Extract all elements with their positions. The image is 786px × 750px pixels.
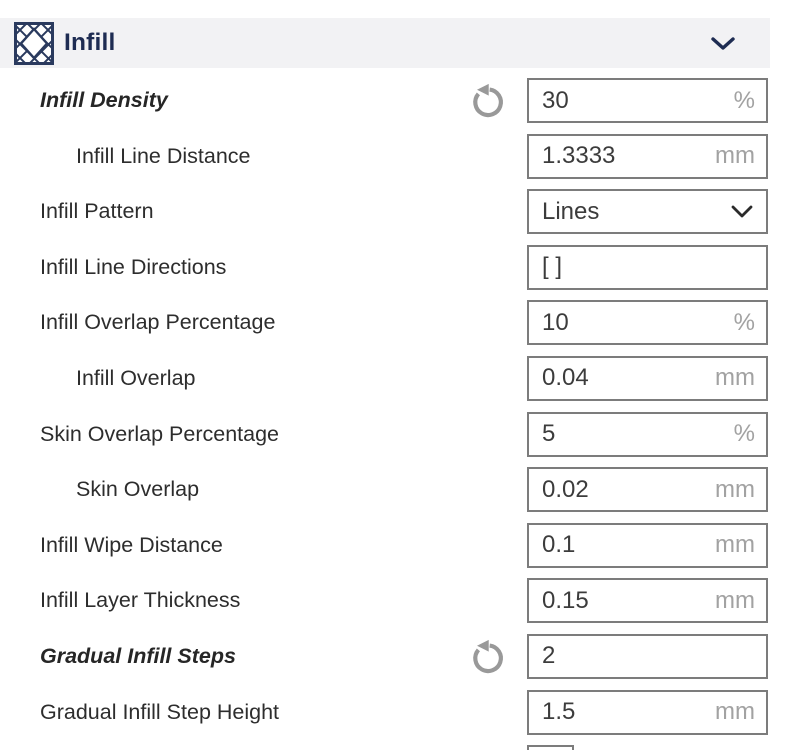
infill-overlap-input[interactable] bbox=[529, 357, 716, 399]
value-field: mm bbox=[527, 467, 768, 513]
setting-label: Infill Density bbox=[40, 88, 168, 112]
infill-line-directions-input[interactable] bbox=[529, 246, 766, 288]
next-setting-checkbox-partial[interactable] bbox=[527, 745, 574, 750]
value-field bbox=[527, 633, 768, 679]
setting-label: Gradual Infill Step Height bbox=[40, 699, 280, 724]
setting-label: Infill Overlap bbox=[76, 365, 196, 390]
setting-label: Infill Line Directions bbox=[40, 254, 227, 279]
section-title: Infill bbox=[64, 29, 116, 56]
setting-label: Infill Wipe Distance bbox=[40, 532, 223, 557]
setting-row-infill-density: Infill Density % bbox=[0, 78, 786, 123]
value-field: mm bbox=[527, 689, 768, 735]
setting-label: Infill Pattern bbox=[40, 199, 154, 224]
setting-row-infill-overlap-percentage: Infill Overlap Percentage % bbox=[0, 300, 786, 346]
skin-overlap-percentage-input[interactable] bbox=[529, 413, 734, 455]
infill-wipe-distance-input[interactable] bbox=[529, 524, 716, 566]
infill-pattern-icon bbox=[14, 21, 54, 65]
dropdown-selected-value: Lines bbox=[542, 197, 600, 225]
setting-row-infill-wipe-distance: Infill Wipe Distance mm bbox=[0, 522, 786, 568]
setting-row-skin-overlap: Skin Overlap mm bbox=[0, 467, 786, 513]
unit-label: % bbox=[733, 86, 755, 114]
infill-overlap-percentage-input[interactable] bbox=[529, 302, 734, 344]
setting-row-infill-line-directions: Infill Line Directions bbox=[0, 244, 786, 290]
revert-icon[interactable] bbox=[469, 638, 506, 675]
setting-label: Infill Line Distance bbox=[76, 143, 251, 168]
infill-pattern-dropdown[interactable]: Lines bbox=[527, 189, 768, 235]
infill-section-header[interactable]: Infill bbox=[0, 18, 770, 68]
setting-row-gradual-infill-step-height: Gradual Infill Step Height mm bbox=[0, 689, 786, 735]
setting-label: Gradual Infill Steps bbox=[40, 643, 236, 668]
unit-label: % bbox=[733, 308, 755, 336]
setting-row-infill-overlap: Infill Overlap mm bbox=[0, 355, 786, 401]
setting-label: Skin Overlap bbox=[76, 477, 200, 502]
unit-label: mm bbox=[715, 142, 755, 170]
revert-icon[interactable] bbox=[469, 82, 506, 119]
gradual-infill-steps-input[interactable] bbox=[529, 635, 766, 677]
setting-label: Infill Overlap Percentage bbox=[40, 310, 276, 335]
infill-layer-thickness-input[interactable] bbox=[529, 580, 716, 622]
unit-label: mm bbox=[715, 531, 755, 559]
chevron-down-icon[interactable] bbox=[710, 36, 736, 52]
value-field: mm bbox=[527, 133, 768, 179]
gradual-infill-step-height-input[interactable] bbox=[529, 691, 716, 733]
infill-density-input[interactable] bbox=[529, 80, 734, 121]
value-field: % bbox=[527, 300, 768, 346]
unit-label: mm bbox=[715, 364, 755, 392]
setting-label: Infill Layer Thickness bbox=[40, 588, 241, 613]
setting-row-skin-overlap-percentage: Skin Overlap Percentage % bbox=[0, 411, 786, 457]
value-field: mm bbox=[527, 578, 768, 624]
settings-list: Infill Density % Infill Line Distance mm… bbox=[0, 78, 786, 750]
chevron-down-icon bbox=[731, 205, 753, 218]
setting-label: Skin Overlap Percentage bbox=[40, 421, 280, 446]
unit-label: mm bbox=[715, 586, 755, 614]
unit-label: mm bbox=[715, 475, 755, 503]
value-field bbox=[527, 244, 768, 290]
value-field: mm bbox=[527, 522, 768, 568]
unit-label: % bbox=[733, 420, 755, 448]
value-field: % bbox=[527, 78, 768, 123]
value-field: % bbox=[527, 411, 768, 457]
setting-row-infill-pattern: Infill Pattern Lines bbox=[0, 189, 786, 235]
unit-label: mm bbox=[715, 698, 755, 726]
setting-row-infill-line-distance: Infill Line Distance mm bbox=[0, 133, 786, 179]
setting-row-gradual-infill-steps: Gradual Infill Steps bbox=[0, 633, 786, 679]
skin-overlap-input[interactable] bbox=[529, 469, 716, 511]
value-field: mm bbox=[527, 355, 768, 401]
infill-line-distance-input[interactable] bbox=[529, 135, 716, 177]
setting-row-infill-layer-thickness: Infill Layer Thickness mm bbox=[0, 578, 786, 624]
